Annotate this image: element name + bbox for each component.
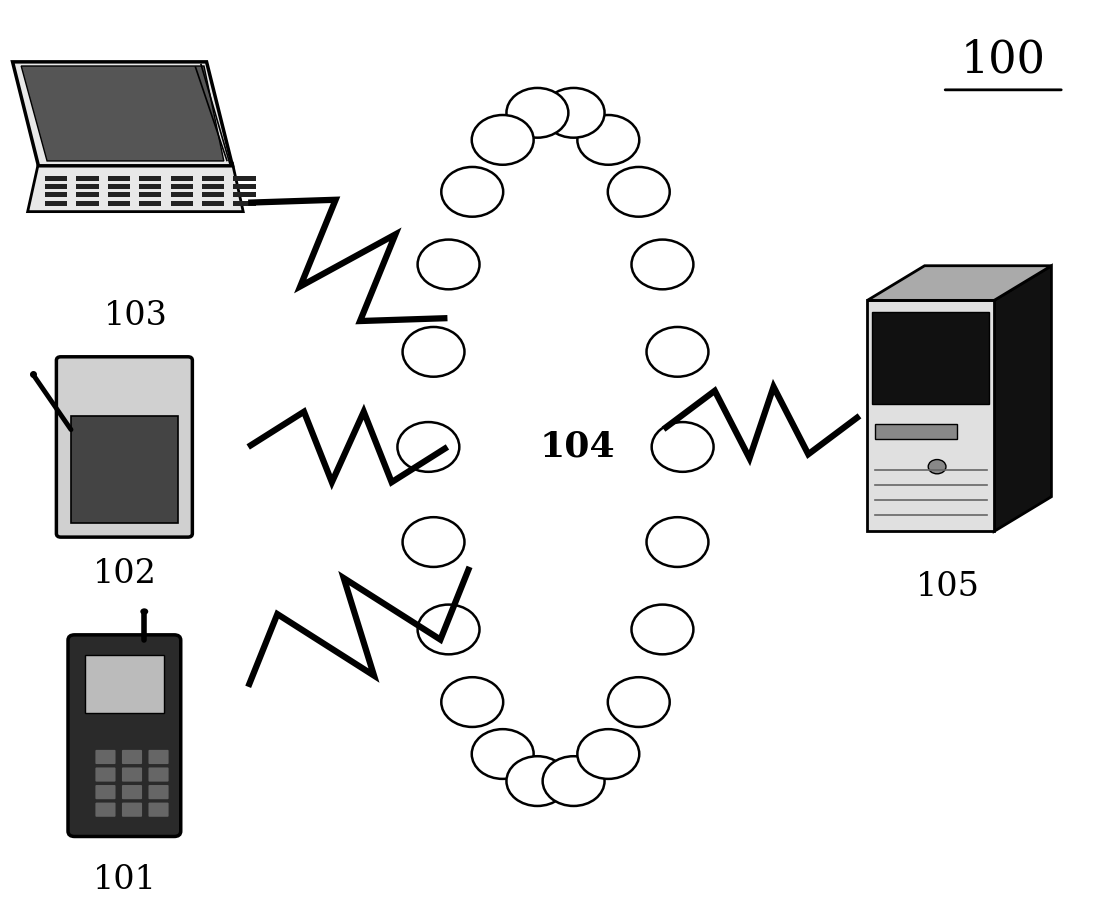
FancyBboxPatch shape [149, 803, 169, 817]
Bar [872, 312, 989, 405]
Text: 100: 100 [961, 38, 1045, 81]
Bar [44, 176, 67, 181]
Circle shape [441, 167, 503, 216]
Bar [77, 184, 99, 189]
Circle shape [608, 167, 670, 216]
FancyBboxPatch shape [96, 750, 116, 764]
Bar [139, 201, 161, 205]
Circle shape [542, 757, 604, 806]
Circle shape [542, 88, 604, 138]
Circle shape [441, 677, 503, 727]
FancyBboxPatch shape [96, 767, 116, 782]
Circle shape [578, 115, 639, 165]
Circle shape [402, 327, 464, 376]
FancyBboxPatch shape [96, 785, 116, 799]
Bar [202, 184, 224, 189]
Circle shape [472, 115, 533, 165]
Circle shape [402, 517, 464, 567]
Bar [233, 184, 256, 189]
FancyBboxPatch shape [122, 785, 142, 799]
Bar [233, 193, 256, 197]
Bar [44, 201, 67, 205]
Bar [108, 193, 130, 197]
Bar [108, 184, 130, 189]
Bar [868, 300, 994, 531]
Bar [202, 193, 224, 197]
Bar [202, 176, 224, 181]
Bar [170, 201, 193, 205]
Bar [139, 184, 161, 189]
FancyBboxPatch shape [68, 634, 181, 836]
Bar [108, 201, 130, 205]
FancyBboxPatch shape [149, 785, 169, 799]
Circle shape [140, 608, 148, 614]
Bar [233, 201, 256, 205]
FancyBboxPatch shape [122, 767, 142, 782]
FancyBboxPatch shape [122, 750, 142, 764]
Circle shape [928, 460, 945, 474]
Bar [170, 176, 193, 181]
Bar [44, 184, 67, 189]
Circle shape [608, 677, 670, 727]
Bar [44, 193, 67, 197]
Ellipse shape [443, 137, 668, 757]
FancyBboxPatch shape [149, 767, 169, 782]
Bar [170, 184, 193, 189]
Text: 101: 101 [92, 864, 157, 897]
Circle shape [631, 240, 693, 290]
Circle shape [647, 517, 709, 567]
Polygon shape [12, 62, 232, 166]
Circle shape [631, 605, 693, 654]
Circle shape [507, 88, 569, 138]
Bar [875, 424, 958, 439]
Text: 103: 103 [103, 300, 168, 332]
FancyBboxPatch shape [96, 803, 116, 817]
Circle shape [398, 422, 459, 472]
Circle shape [507, 757, 569, 806]
Text: 104: 104 [540, 430, 615, 464]
Circle shape [472, 729, 533, 779]
Circle shape [418, 240, 480, 290]
Bar [170, 193, 193, 197]
Bar [202, 201, 224, 205]
Polygon shape [28, 163, 243, 212]
Circle shape [647, 327, 709, 376]
Bar [84, 655, 164, 713]
Bar [108, 176, 130, 181]
Text: 102: 102 [92, 558, 157, 590]
Polygon shape [21, 66, 223, 161]
Bar [71, 415, 178, 523]
FancyBboxPatch shape [57, 357, 192, 538]
Text: 105: 105 [915, 571, 980, 604]
Bar [139, 176, 161, 181]
FancyBboxPatch shape [149, 750, 169, 764]
Bar [77, 193, 99, 197]
Polygon shape [994, 266, 1051, 531]
Circle shape [578, 729, 639, 779]
FancyBboxPatch shape [122, 803, 142, 817]
Bar [77, 176, 99, 181]
Bar [77, 201, 99, 205]
Polygon shape [868, 266, 1051, 300]
Bar [233, 176, 256, 181]
Circle shape [652, 422, 713, 472]
Bar [139, 193, 161, 197]
Circle shape [418, 605, 480, 654]
